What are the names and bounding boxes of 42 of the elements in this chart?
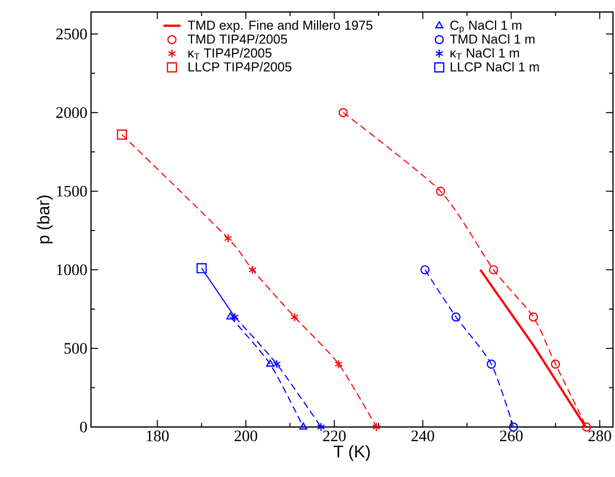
point — [451, 312, 461, 322]
point — [316, 422, 326, 432]
x-tick-label: 260 — [500, 430, 523, 442]
legend-label: κ$_{T}$ TIP4P/2005 — [188, 48, 272, 60]
legend-label: LLCP NaCl 1 m — [450, 62, 539, 72]
point — [372, 422, 380, 432]
legend-label: κ$_{T}$ NaCl 1 m — [450, 48, 519, 60]
point — [528, 312, 538, 322]
y-tick-label: 500 — [64, 343, 87, 354]
x-tick-label: 220 — [323, 430, 346, 442]
point — [272, 360, 281, 369]
legend-label: TMD NaCl 1 m — [450, 34, 534, 44]
legend-label: TMD TIP4P/2005 — [188, 34, 288, 44]
point — [116, 130, 128, 140]
x-axis-title: T (K) — [334, 445, 370, 461]
x-tick-label: 240 — [412, 430, 434, 442]
x-tick-label: 180 — [146, 430, 169, 442]
legend-label: LLCP TIP4P/2005 — [188, 62, 292, 72]
point — [299, 422, 308, 430]
y-tick-label: 2500 — [56, 28, 87, 40]
point — [420, 265, 430, 274]
x-tick-label: 200 — [234, 430, 258, 442]
point — [290, 312, 299, 322]
legend-label: C$_{p}$ NaCl 1 m — [450, 20, 522, 34]
y-tick-label: 0 — [80, 422, 87, 432]
point — [486, 360, 496, 369]
y-axis-title: p (bar) — [36, 196, 53, 244]
point — [550, 360, 560, 369]
point — [266, 360, 274, 367]
point — [582, 422, 592, 432]
point — [338, 108, 348, 118]
point — [248, 265, 257, 274]
point — [196, 263, 207, 274]
y-tick-label: 2000 — [56, 107, 87, 118]
y-tick-label: 1000 — [57, 264, 87, 276]
point — [334, 360, 343, 369]
legend-label: TMD exp. Fine and Millero 1975 — [188, 20, 372, 32]
point — [224, 234, 232, 243]
x-tick-label: 280 — [588, 430, 612, 442]
point — [488, 265, 498, 274]
point — [436, 186, 446, 196]
y-tick-label: 1500 — [57, 186, 87, 197]
